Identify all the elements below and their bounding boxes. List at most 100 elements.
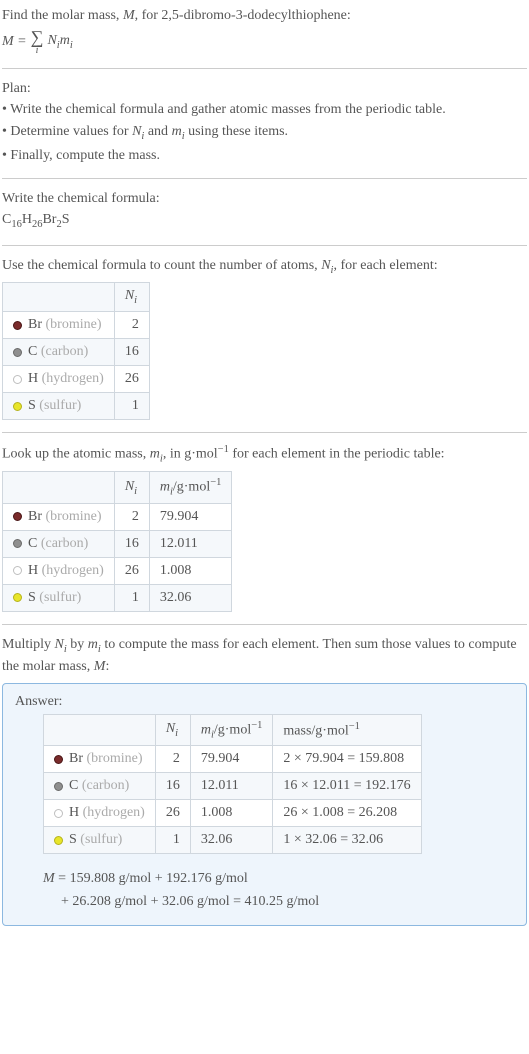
answer-box: Answer: Ni mi/g·mol−1 mass/g·mol−1 Br (b… [2, 683, 527, 926]
document: Find the molar mass, M , for 2,5-dibromo-… [0, 0, 529, 936]
var-M: M [43, 871, 55, 886]
var-N: N [125, 479, 134, 494]
element-name: (bromine) [87, 751, 143, 766]
element-symbol: Br [69, 751, 83, 766]
exp: −1 [218, 444, 229, 455]
table-row: H (hydrogen)261.008 [3, 557, 232, 584]
element-name: (carbon) [41, 536, 88, 551]
text: Use the chemical formula to count the nu… [2, 258, 321, 273]
eq-line-1: M = 159.808 g/mol + 192.176 g/mol [43, 868, 514, 890]
element-bullet-icon [13, 348, 22, 357]
element-name: (carbon) [41, 344, 88, 359]
var-m: m [172, 124, 182, 139]
n-cell: 2 [155, 746, 190, 773]
element-cell: Br (bromine) [3, 503, 115, 530]
chem-formula: C16H26Br2S [2, 210, 527, 232]
element-cell: C (carbon) [3, 339, 115, 366]
element-bullet-icon [13, 375, 22, 384]
element-symbol: Br [28, 509, 42, 524]
final-equation: M = 159.808 g/mol + 192.176 g/mol + 26.2… [43, 868, 514, 913]
exp: −1 [251, 720, 262, 731]
element-symbol: C [69, 778, 78, 793]
element-cell: H (hydrogen) [3, 557, 115, 584]
header-m: mi/g·mol−1 [190, 714, 273, 745]
divider [2, 178, 527, 179]
element-bullet-icon [13, 402, 22, 411]
m-cell: 12.011 [190, 773, 273, 800]
answer-rows: Br (bromine)279.9042 × 79.904 = 159.808C… [44, 746, 422, 854]
answer-content: Ni mi/g·mol−1 mass/g·mol−1 Br (bromine)2… [43, 714, 514, 913]
element-bullet-icon [13, 539, 22, 548]
text: , in g·mol [163, 447, 218, 462]
elem: S [62, 212, 70, 227]
element-symbol: H [69, 805, 79, 820]
n-cell: 2 [114, 503, 149, 530]
element-symbol: S [28, 398, 36, 413]
calc-cell: 26 × 1.008 = 26.208 [273, 800, 421, 827]
n-cell: 26 [114, 366, 149, 393]
divider [2, 432, 527, 433]
element-cell: H (hydrogen) [3, 366, 115, 393]
var-N: N [166, 721, 175, 736]
text: Find the molar mass, [2, 8, 123, 23]
n-cell: 1 [114, 584, 149, 611]
intro-line: Find the molar mass, M, for 2,5-dibromo-… [2, 6, 527, 26]
sigma-index: i [36, 46, 39, 56]
answer-title: Answer: [15, 694, 514, 710]
text: , for each element: [333, 258, 437, 273]
header-N: Ni [114, 283, 149, 312]
divider [2, 245, 527, 246]
count: 26 [32, 219, 43, 230]
var-m: m [150, 447, 160, 462]
calc-cell: 1 × 32.06 = 32.06 [273, 827, 421, 854]
m-cell: 32.06 [190, 827, 273, 854]
plan-title: Plan: [2, 79, 527, 99]
element-cell: H (hydrogen) [44, 800, 156, 827]
sub-i: i [175, 728, 178, 739]
unit: /g·mol [173, 480, 210, 495]
n-cell: 26 [114, 557, 149, 584]
m-cell: 12.011 [149, 530, 232, 557]
text: Multiply [2, 637, 55, 652]
header-N: Ni [114, 472, 149, 503]
n-cell: 16 [114, 530, 149, 557]
plan-item-1: • Write the chemical formula and gather … [2, 100, 527, 120]
table-header: Ni mi/g·mol−1 mass/g·mol−1 [44, 714, 422, 745]
count-table: Ni Br (bromine)2C (carbon)16H (hydrogen)… [2, 282, 150, 420]
element-cell: C (carbon) [3, 530, 115, 557]
plan-item-3: • Finally, compute the mass. [2, 146, 527, 166]
table-row: H (hydrogen)26 [3, 366, 150, 393]
elem: C [2, 212, 11, 227]
text: • Determine values for [2, 124, 132, 139]
table-row: Br (bromine)279.904 [3, 503, 232, 530]
n-cell: 1 [155, 827, 190, 854]
mass-rows: Br (bromine)279.904C (carbon)1612.011H (… [3, 503, 232, 611]
element-name: (sulfur) [80, 832, 122, 847]
header-blank [44, 714, 156, 745]
divider [2, 624, 527, 625]
header-blank [3, 283, 115, 312]
count-intro: Use the chemical formula to count the nu… [2, 256, 527, 278]
text: Look up the atomic mass, [2, 447, 150, 462]
n-cell: 2 [114, 312, 149, 339]
formula-lhs: M = [2, 34, 27, 50]
element-bullet-icon [13, 566, 22, 575]
text: for each element in the periodic table: [229, 447, 445, 462]
element-symbol: C [28, 344, 37, 359]
element-name: (carbon) [82, 778, 129, 793]
text: , for 2,5-dibromo-3-dodecylthiophene: [135, 8, 351, 23]
table-row: Br (bromine)2 [3, 312, 150, 339]
count-rows: Br (bromine)2C (carbon)16H (hydrogen)26S… [3, 312, 150, 420]
element-name: (sulfur) [39, 398, 81, 413]
text: and [144, 124, 171, 139]
element-cell: S (sulfur) [3, 393, 115, 420]
element-symbol: S [28, 590, 36, 605]
answer-table: Ni mi/g·mol−1 mass/g·mol−1 Br (bromine)2… [43, 714, 422, 854]
calc-cell: 16 × 12.011 = 192.176 [273, 773, 421, 800]
n-cell: 16 [114, 339, 149, 366]
divider [2, 68, 527, 69]
element-cell: S (sulfur) [3, 584, 115, 611]
var-m: m [201, 723, 211, 738]
var-m: m [60, 33, 70, 48]
calc-cell: 2 × 79.904 = 159.808 [273, 746, 421, 773]
